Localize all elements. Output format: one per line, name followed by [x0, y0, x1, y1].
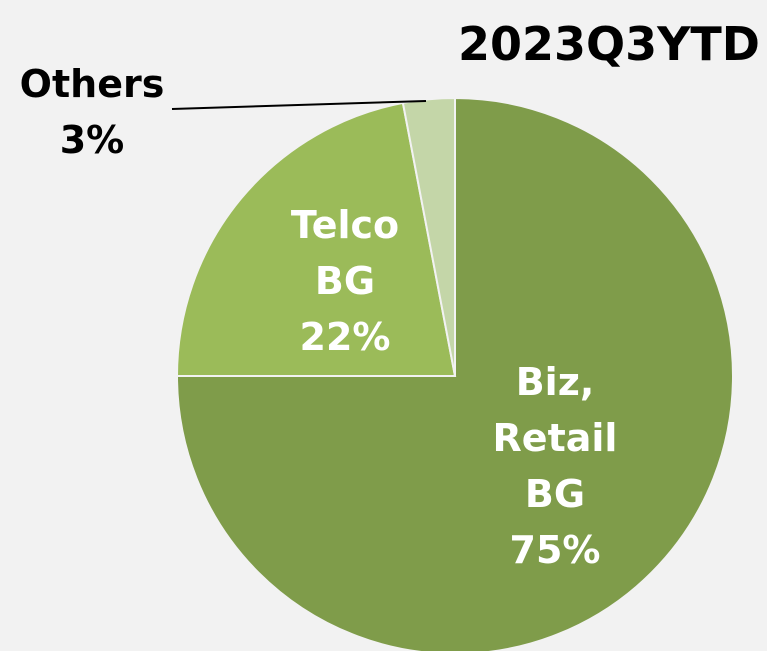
pie-slice: [401, 96, 456, 377]
value-label: 22%: [300, 315, 391, 359]
slice-label: Biz, Retail BG: [493, 360, 618, 516]
pie-slice: [175, 96, 734, 651]
leader-line: [171, 100, 427, 110]
slice-label: Telco BG: [291, 203, 399, 303]
value-label: 3%: [60, 118, 125, 162]
chart-title: 2023Q3YTD: [458, 17, 760, 71]
pie-slice: [175, 101, 457, 377]
value-label: 75%: [510, 528, 601, 572]
slice-label: Others: [20, 62, 165, 106]
